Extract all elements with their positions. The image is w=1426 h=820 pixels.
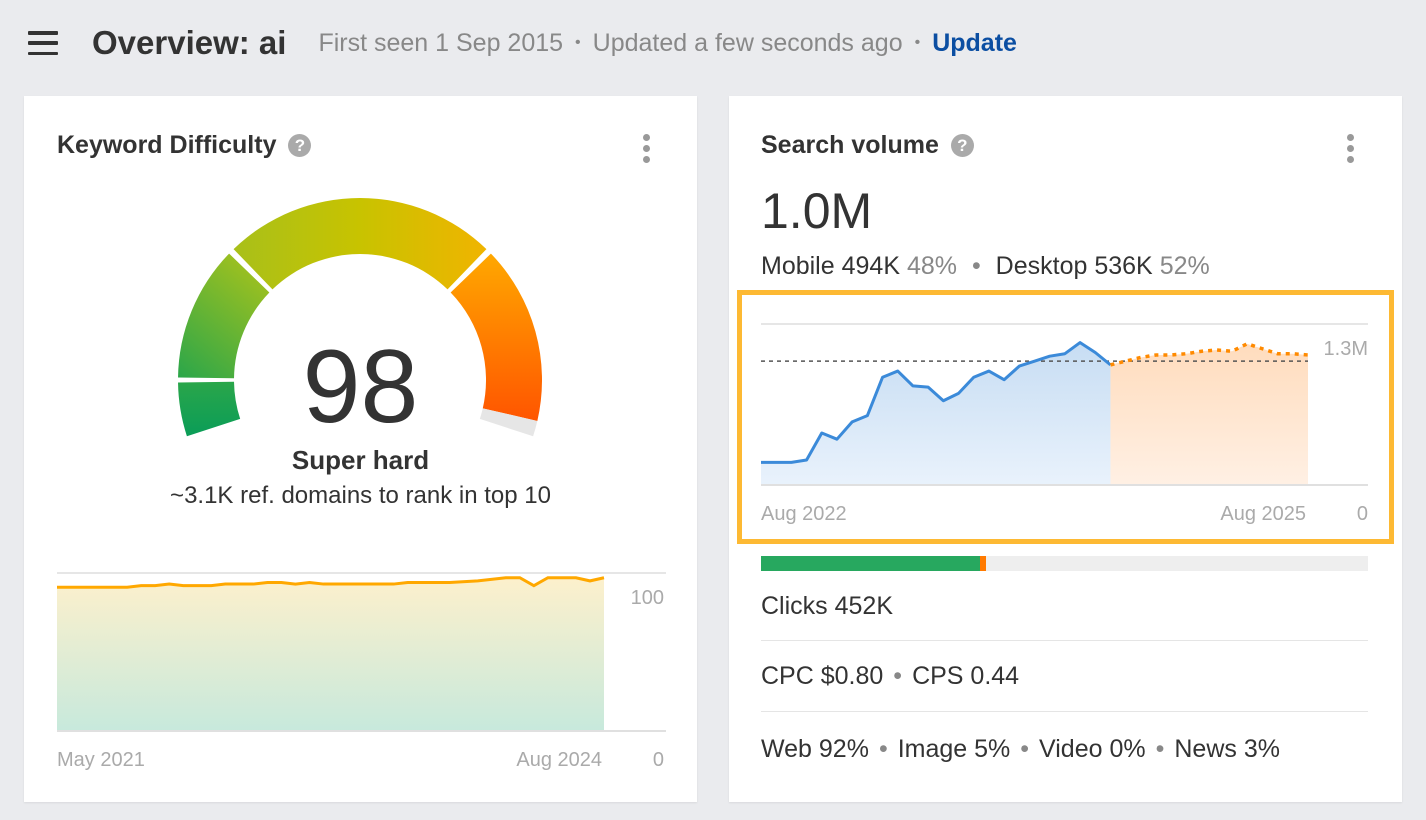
cpc: CPC $0.80	[761, 662, 884, 690]
kd-gauge	[178, 198, 542, 437]
divider	[761, 711, 1368, 712]
desktop-value: 536K	[1094, 252, 1153, 280]
search-volume-card: Search volume? 1.0M Mobile 494K 48% • De…	[729, 96, 1402, 802]
cps: CPS 0.44	[912, 662, 1020, 690]
serp-share: Web 92%	[761, 735, 869, 763]
separator: •	[575, 34, 581, 51]
highlight-box	[737, 290, 1394, 544]
x-label-end: Aug 2024	[516, 749, 602, 771]
serp-share: News 3%	[1174, 735, 1280, 763]
actual-area	[761, 342, 1111, 485]
gauge-segment-yellow	[233, 198, 487, 290]
kd-label: Super hard	[291, 445, 430, 475]
help-icon[interactable]: ?	[950, 134, 974, 157]
search-volume-total: 1.0M	[761, 183, 873, 239]
cpc-cps: CPC $0.80 • CPS 0.44	[761, 662, 1020, 690]
mobile-value: 494K	[841, 252, 900, 280]
desktop-label: Desktop	[995, 252, 1088, 280]
paid-clicks-fill	[979, 556, 986, 571]
y-label-max: 100	[631, 587, 664, 609]
actual-line	[761, 341, 1112, 464]
x-label-start: Aug 2022	[761, 503, 847, 525]
forecast-area	[1110, 343, 1308, 485]
gauge-segment-light-green	[178, 253, 270, 379]
card-title: Search volume?	[761, 131, 974, 160]
forecast-line	[1110, 341, 1309, 367]
kd-subtitle: ~3.1K ref. domains to rank in top 10	[170, 482, 551, 509]
updated-status: Updated a few seconds ago	[592, 28, 903, 57]
x-label-start: May 2021	[57, 749, 145, 771]
divider	[761, 640, 1368, 641]
more-options-icon[interactable]	[1347, 134, 1355, 163]
card-title: Keyword Difficulty?	[57, 131, 312, 160]
mobile-label: Mobile	[761, 252, 835, 280]
page-header: Overview: ai First seen 1 Sep 2015 • Upd…	[28, 22, 1017, 64]
kd-score: 98	[302, 329, 419, 445]
kd-area	[57, 577, 604, 731]
y-label-min: 0	[653, 749, 664, 771]
help-icon[interactable]: ?	[288, 134, 312, 157]
first-seen: First seen 1 Sep 2015	[318, 28, 564, 57]
serp-share: Image 5%	[897, 735, 1011, 763]
mobile-pct: 48%	[906, 252, 957, 280]
separator: •	[914, 34, 921, 51]
card-title-text: Keyword Difficulty	[57, 131, 277, 159]
separator: •	[1020, 735, 1030, 763]
kd-history-chart: May 2021 Aug 2024 100 0	[57, 572, 666, 771]
update-link[interactable]: Update	[932, 28, 1017, 57]
gauge-segment-green	[178, 381, 241, 437]
separator: •	[878, 735, 888, 763]
y-label-max: 1.3M	[1324, 338, 1368, 360]
kd-line	[57, 576, 605, 589]
clicks-bar	[761, 556, 1368, 571]
separator: •	[1155, 735, 1165, 763]
device-split: Mobile 494K 48% • Desktop 536K 52%	[761, 252, 1210, 280]
y-label-min: 0	[1357, 503, 1368, 525]
page-title: Overview: ai	[92, 24, 287, 61]
keyword-difficulty-card: Keyword Difficulty? 98 Super hard ~3.1K …	[24, 96, 697, 802]
search-volume-chart: Aug 2022 Aug 2025 1.3M 0	[761, 323, 1368, 525]
card-title-text: Search volume	[761, 131, 939, 159]
desktop-pct: 52%	[1159, 252, 1210, 280]
hamburger-menu-icon[interactable]	[28, 31, 58, 55]
serp-features: Web 92% • Image 5% • Video 0% • News 3%	[761, 735, 1381, 764]
gauge-remaining	[479, 408, 538, 437]
gauge-segment-orange	[450, 253, 542, 421]
more-options-icon[interactable]	[643, 134, 651, 163]
organic-clicks-fill	[761, 556, 980, 571]
serp-share: Video 0%	[1039, 735, 1146, 763]
clicks: Clicks 452K	[761, 592, 893, 620]
x-label-end: Aug 2025	[1220, 503, 1306, 525]
